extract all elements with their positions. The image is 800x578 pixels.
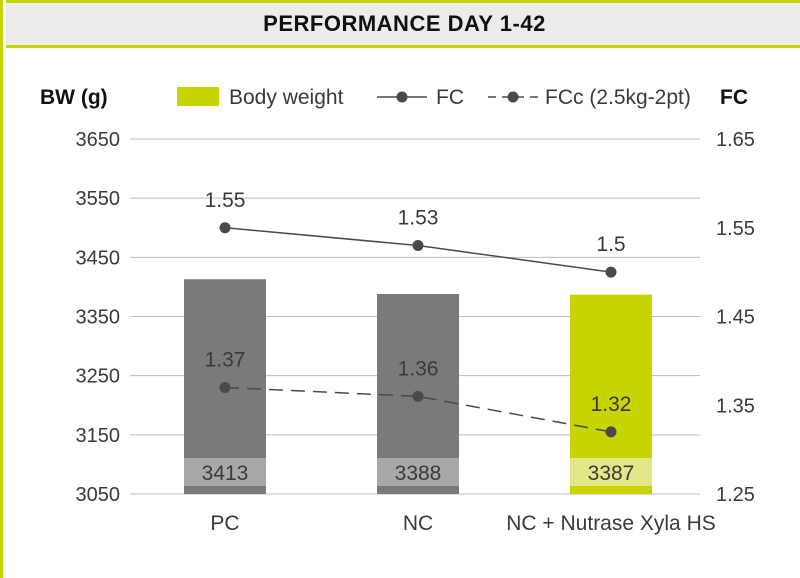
bar-value-label: 3388 — [395, 462, 442, 485]
fc-point — [219, 222, 231, 234]
left-axis-title: BW (g) — [40, 86, 108, 109]
fcc-value-label: 1.36 — [398, 357, 439, 380]
labels: 3650 3550 3450 3350 3250 3150 3050 1.65 1.55 1.45… — [40, 86, 755, 535]
category-label: PC — [210, 512, 239, 535]
legend-swatch-body-weight — [177, 87, 219, 106]
left-tick-label: 3650 — [76, 129, 121, 151]
fcc-point — [219, 382, 231, 393]
title-bar: PERFORMANCE DAY 1-42 — [6, 0, 800, 48]
legend-label-body-weight: Body weight — [229, 86, 344, 109]
right-tick-label: 1.25 — [716, 484, 755, 506]
legend-label-fcc: FCc (2.5kg-2pt) — [545, 86, 691, 109]
bar-value-label: 3413 — [202, 462, 249, 485]
category-label: NC — [403, 512, 433, 535]
left-tick-label: 3250 — [76, 366, 121, 388]
bar-label-box — [570, 458, 652, 486]
fc-value-label: 1.5 — [596, 233, 625, 256]
right-tick-label: 1.55 — [716, 218, 755, 240]
right-tick-label: 1.65 — [716, 129, 755, 151]
left-tick-label: 3150 — [76, 425, 121, 447]
right-tick-label: 1.45 — [716, 307, 755, 329]
left-tick-label: 3350 — [76, 307, 121, 329]
bar-value-label: 3387 — [588, 462, 635, 485]
right-axis-title: FC — [720, 86, 748, 109]
legend-point-fc — [396, 91, 408, 103]
legend-label-fc: FC — [436, 86, 464, 109]
fc-value-label: 1.53 — [398, 207, 439, 230]
bar-label-box — [184, 458, 266, 486]
right-tick-label: 1.35 — [716, 395, 755, 417]
legend: Body weight FC FCc (2.5kg-2pt) — [177, 86, 691, 109]
lines — [219, 222, 617, 438]
fcc-point — [605, 426, 617, 438]
legend-point-fcc — [507, 91, 519, 103]
chart-title: PERFORMANCE DAY 1-42 — [263, 11, 546, 36]
left-tick-label: 3450 — [76, 247, 121, 269]
fc-point — [605, 266, 617, 278]
category-label: NC + Nutrase Xyla HS — [506, 512, 716, 535]
fcc-value-label: 1.32 — [591, 393, 632, 416]
fc-value-label: 1.55 — [205, 189, 246, 212]
fcc-value-label: 1.37 — [205, 349, 246, 372]
fc-point — [412, 240, 424, 251]
bar-label-box — [377, 458, 459, 486]
left-tick-label: 3050 — [76, 484, 121, 506]
fcc-point — [412, 390, 424, 402]
left-tick-label: 3550 — [76, 188, 121, 210]
